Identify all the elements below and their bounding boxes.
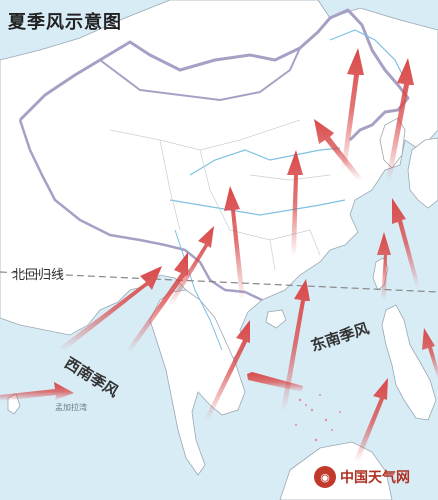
monsoon-arrow-se-1: [205, 320, 250, 420]
monsoon-arrow-se-4: [287, 150, 303, 256]
monsoon-arrow-se-7: [386, 58, 414, 181]
monsoon-arrow-sw-2: [60, 266, 162, 351]
yellow-river: [189, 147, 341, 176]
bay-of-bengal-label: 孟加拉湾: [55, 403, 87, 412]
monsoon-arrow-se-12: [247, 372, 303, 392]
monsoon-arrow-sw-4: [168, 226, 214, 306]
monsoon-arrow-se-5: [341, 48, 364, 171]
monsoon-arrow-se-11: [422, 328, 438, 380]
heilong-river: [329, 29, 406, 81]
province-borders: [109, 119, 331, 271]
monsoon-arrow-se-6: [314, 119, 362, 181]
mekong-river: [174, 229, 223, 351]
indochina-peninsula: [149, 289, 246, 476]
hainan-island: [265, 309, 287, 329]
tropic-of-cancer-label: 北回归线: [12, 268, 65, 283]
monsoon-arrow-sw-1: [0, 382, 74, 401]
japan-islands: [407, 137, 438, 209]
mongolia-border: [99, 47, 301, 101]
china-border: [18, 8, 410, 142]
china-border-south: [18, 119, 263, 302]
logo-text: 中国天气网: [340, 470, 410, 486]
monsoon-arrow-sw-3: [126, 252, 188, 353]
tropic-of-cancer-line: [0, 271, 438, 293]
monsoon-arrow-se-8: [377, 232, 391, 300]
southwest-monsoon-arrows: [0, 226, 214, 401]
monsoon-arrow-se-10: [354, 378, 388, 462]
monsoon-arrow-se-2: [281, 279, 310, 411]
monsoon-arrow-se-9: [392, 198, 420, 288]
philippines-islands: [381, 304, 437, 421]
map-title: 夏季风示意图: [8, 12, 122, 33]
site-logo: ◉ 中国天气网: [314, 466, 410, 488]
asia-landmass: [0, 0, 438, 361]
monsoon-arrow-se-3: [224, 186, 245, 300]
south-china-sea-islands: [295, 394, 341, 442]
weather-logo-icon: ◉: [314, 466, 336, 488]
yangtze-river: [169, 199, 346, 216]
borneo-island: [279, 441, 393, 500]
southeast-monsoon-arrows: [205, 48, 438, 462]
